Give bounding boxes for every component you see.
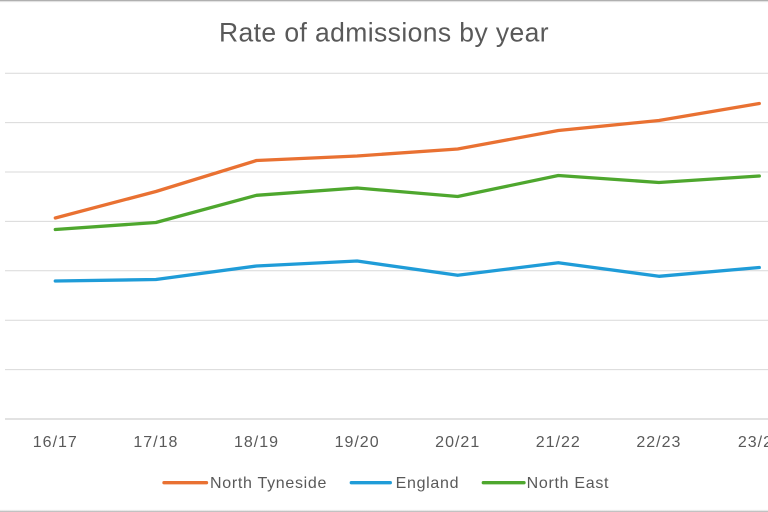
svg-text:England: England [396,475,460,492]
svg-text:North Tyneside: North Tyneside [210,475,327,492]
svg-text:18/19: 18/19 [234,434,279,451]
svg-text:20/21: 20/21 [435,434,480,451]
svg-text:21/22: 21/22 [536,434,581,451]
svg-text:22/23: 22/23 [636,434,681,451]
svg-text:17/18: 17/18 [133,434,178,451]
svg-text:16/17: 16/17 [33,434,78,451]
svg-text:Rate of admissions by year: Rate of admissions by year [219,18,549,48]
svg-text:23/24: 23/24 [738,434,768,451]
svg-text:North East: North East [527,475,610,492]
svg-text:19/20: 19/20 [335,434,380,451]
